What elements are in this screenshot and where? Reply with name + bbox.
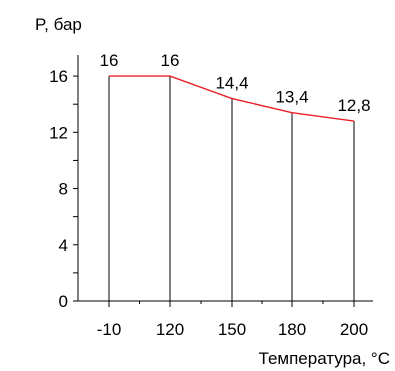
- y-axis-label: P, бар: [35, 15, 82, 34]
- data-label: 13,4: [275, 88, 308, 107]
- x-axis-label: Температура, °C: [259, 349, 390, 368]
- y-tick-label: 12: [49, 123, 68, 142]
- x-tick-label: 150: [218, 320, 246, 339]
- axes: [77, 55, 373, 302]
- data-label: 16: [161, 51, 180, 70]
- series-line: [109, 75, 355, 122]
- y-tick-label: 0: [59, 292, 68, 311]
- vertical-lines: [108, 76, 355, 301]
- x-tick-label: 180: [278, 320, 306, 339]
- data-label: 16: [100, 51, 119, 70]
- y-tick-label: 8: [59, 180, 68, 199]
- data-labels: 16 16 14,4 13,4 12,8: [100, 51, 371, 115]
- y-ticks: 0 4 8 12 16: [49, 67, 78, 311]
- x-ticks: -10 120 150 180 200: [97, 301, 368, 339]
- pressure-line: [109, 75, 355, 122]
- x-tick-label: 200: [340, 320, 368, 339]
- y-tick-label: 16: [49, 67, 68, 86]
- y-tick-label: 4: [59, 236, 68, 255]
- data-label: 12,8: [337, 96, 370, 115]
- x-tick-label: -10: [97, 320, 122, 339]
- x-tick-label: 120: [156, 320, 184, 339]
- data-label: 14,4: [215, 74, 248, 93]
